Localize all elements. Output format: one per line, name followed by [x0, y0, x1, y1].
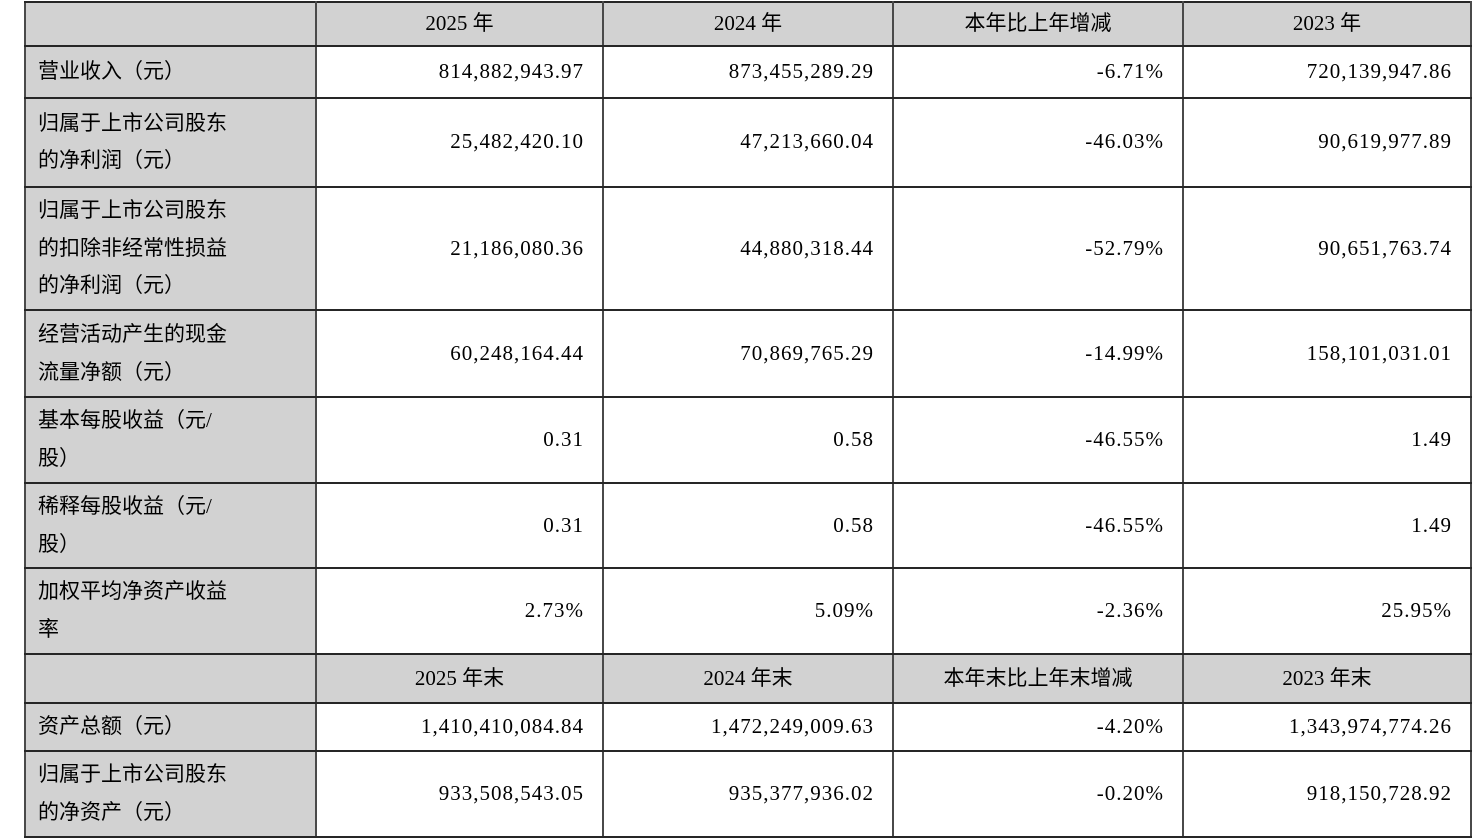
column-header-cell: 2023 年: [1182, 1, 1472, 47]
value-cell: 2.73%: [315, 567, 604, 655]
value-cell: 0.58: [602, 481, 894, 570]
column-header-cell: 本年末比上年末增减: [892, 652, 1184, 704]
value-cell: 1,410,410,084.84: [315, 701, 604, 752]
value-cell: 21,186,080.36: [315, 185, 604, 312]
value-cell: 5.09%: [602, 567, 894, 655]
value-cell: 0.58: [602, 396, 894, 484]
column-header-cell: 2025 年: [315, 1, 604, 47]
row-label-cell: 营业收入（元）: [24, 44, 317, 99]
financial-summary-table: 2025 年 2024 年本年比上年增减 2023 年营业收入（元） 814,882,…: [24, 1, 1472, 838]
value-cell: 933,508,543.05: [315, 749, 604, 838]
row-label-cell: 经营活动产生的现金流量净额（元）: [24, 309, 317, 399]
row-label-cell: 稀释每股收益（元/股）: [24, 481, 317, 570]
value-cell: 0.31: [315, 481, 604, 570]
value-cell: -2.36%: [892, 567, 1184, 655]
header-row: 2025 年末 2024 年末 本年末比上年末增减 2023 年末: [24, 652, 1472, 704]
value-cell: 25.95%: [1182, 567, 1472, 655]
value-cell: 47,213,660.04: [602, 96, 894, 188]
table-row: 营业收入（元） 814,882,943.97 873,455,289.29 -6.71…: [24, 44, 1472, 99]
value-cell: 90,651,763.74: [1182, 185, 1472, 312]
row-label-cell: 基本每股收益（元/股）: [24, 396, 317, 484]
value-cell: 25,482,420.10: [315, 96, 604, 188]
table-row: 归属于上市公司股东的净资产（元） 933,508,543.05 935,377,93…: [24, 749, 1472, 838]
value-cell: 1.49: [1182, 396, 1472, 484]
column-header-cell: 2023 年末: [1182, 652, 1472, 704]
value-cell: 814,882,943.97: [315, 44, 604, 99]
value-cell: 918,150,728.92: [1182, 749, 1472, 838]
table-row: 基本每股收益（元/股） 0.31 0.58 -46.55% 1.49: [24, 396, 1472, 484]
table-row: 归属于上市公司股东的净利润（元） 25,482,420.10 47,213,660.…: [24, 96, 1472, 188]
column-header-cell: 2024 年末: [602, 652, 894, 704]
value-cell: 1,343,974,774.26: [1182, 701, 1472, 752]
table-row: 稀释每股收益（元/股） 0.31 0.58 -46.55% 1.49: [24, 481, 1472, 570]
table-row: 资产总额（元） 1,410,410,084.84 1,472,249,009.63-…: [24, 701, 1472, 752]
value-cell: 90,619,977.89: [1182, 96, 1472, 188]
value-cell: 70,869,765.29: [602, 309, 894, 399]
row-label-cell: 归属于上市公司股东的净利润（元）: [24, 96, 317, 188]
table-row: 加权平均净资产收益率 2.73% 5.09% -2.36% 25.95%: [24, 567, 1472, 655]
row-label-cell: 归属于上市公司股东的扣除非经常性损益的净利润（元）: [24, 185, 317, 312]
header-row: 2025 年 2024 年本年比上年增减 2023 年: [24, 1, 1472, 47]
value-cell: 720,139,947.86: [1182, 44, 1472, 99]
value-cell: -52.79%: [892, 185, 1184, 312]
value-cell: -46.55%: [892, 481, 1184, 570]
value-cell: 44,880,318.44: [602, 185, 894, 312]
row-label-cell: 归属于上市公司股东的净资产（元）: [24, 749, 317, 838]
row-label-cell: 资产总额（元）: [24, 701, 317, 752]
column-header-cell: 本年比上年增减: [892, 1, 1184, 47]
value-cell: 1.49: [1182, 481, 1472, 570]
value-cell: -14.99%: [892, 309, 1184, 399]
value-cell: 935,377,936.02: [602, 749, 894, 838]
value-cell: -46.03%: [892, 96, 1184, 188]
column-header-cell: 2024 年: [602, 1, 894, 47]
value-cell: 873,455,289.29: [602, 44, 894, 99]
value-cell: -6.71%: [892, 44, 1184, 99]
value-cell: 60,248,164.44: [315, 309, 604, 399]
column-header-cell: 2025 年末: [315, 652, 604, 704]
row-label-cell: 加权平均净资产收益率: [24, 567, 317, 655]
value-cell: -4.20%: [892, 701, 1184, 752]
corner-header-cell: [24, 1, 317, 47]
value-cell: -0.20%: [892, 749, 1184, 838]
value-cell: 0.31: [315, 396, 604, 484]
value-cell: -46.55%: [892, 396, 1184, 484]
corner-header-cell: [24, 652, 317, 704]
table-row: 经营活动产生的现金流量净额（元） 60,248,164.44 70,869,765.…: [24, 309, 1472, 399]
table-row: 归属于上市公司股东的扣除非经常性损益的净利润（元） 21,186,080.36 44…: [24, 185, 1472, 312]
value-cell: 1,472,249,009.63: [602, 701, 894, 752]
value-cell: 158,101,031.01: [1182, 309, 1472, 399]
